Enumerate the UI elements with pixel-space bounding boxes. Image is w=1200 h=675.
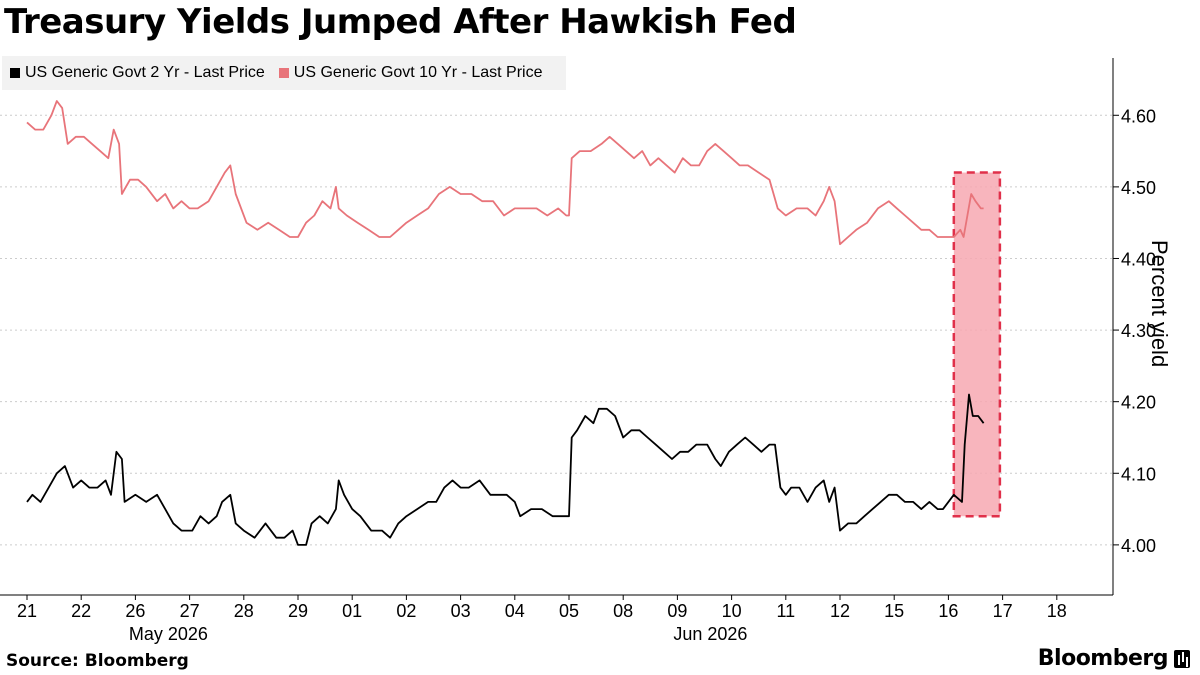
x-group-label: Jun 2026: [673, 624, 747, 644]
highlight-box: [952, 171, 1002, 518]
source-note: Source: Bloomberg: [6, 651, 189, 671]
chart-title: Treasury Yields Jumped After Hawkish Fed: [4, 2, 797, 42]
x-tick-label: 12: [830, 601, 850, 621]
y-tick-label: 4.40: [1121, 249, 1156, 269]
x-tick-label: 21: [17, 601, 37, 621]
y-axis-label: Percent yield: [1147, 240, 1172, 368]
legend-item-10yr: US Generic Govt 10 Yr - Last Price: [278, 64, 543, 82]
x-tick-label: 11: [776, 601, 795, 621]
x-tick-label: 26: [125, 601, 145, 621]
x-tick-label: 28: [234, 601, 254, 621]
y-tick-label: 4.10: [1121, 464, 1156, 484]
y-tick-label: 4.50: [1121, 178, 1156, 198]
x-tick-label: 10: [722, 601, 742, 621]
x-tick-label: 18: [1047, 601, 1067, 621]
y-tick-label: 4.30: [1121, 321, 1156, 341]
x-tick-label: 27: [180, 601, 200, 621]
x-tick-label: 16: [938, 601, 958, 621]
x-tick-label: 09: [667, 601, 687, 621]
x-tick-label: 22: [71, 601, 91, 621]
series-line-2yr: [26, 393, 985, 546]
y-tick-label: 4.00: [1121, 536, 1156, 556]
legend-item-2yr: US Generic Govt 2 Yr - Last Price: [10, 64, 265, 82]
x-group-label: May 2026: [129, 624, 208, 644]
x-tick-label: 03: [451, 601, 471, 621]
brand-name: Bloomberg: [1037, 646, 1169, 671]
legend-label-2yr: US Generic Govt 2 Yr - Last Price: [25, 64, 265, 81]
bloomberg-logo-icon: [1174, 649, 1190, 668]
x-tick-label: 04: [505, 601, 525, 621]
series-line-10yr: [26, 100, 984, 246]
x-tick-label: 02: [396, 601, 416, 621]
x-tick-label: 05: [559, 601, 579, 621]
x-tick-label: 29: [288, 601, 308, 621]
legend-label-10yr: US Generic Govt 10 Yr - Last Price: [293, 64, 543, 81]
y-tick-label: 4.20: [1121, 393, 1156, 413]
brand-logo: Bloomberg: [1038, 646, 1190, 671]
legend-swatch-10yr: [278, 68, 289, 78]
x-tick-label: 01: [342, 601, 362, 621]
y-tick-label: 4.60: [1121, 106, 1156, 126]
x-tick-label: 17: [993, 601, 1013, 621]
x-tick-label: 15: [884, 601, 904, 621]
x-tick-label: 08: [613, 601, 633, 621]
legend-swatch-2yr: [10, 68, 20, 78]
legend: US Generic Govt 2 Yr - Last Price US Gen…: [2, 56, 567, 90]
